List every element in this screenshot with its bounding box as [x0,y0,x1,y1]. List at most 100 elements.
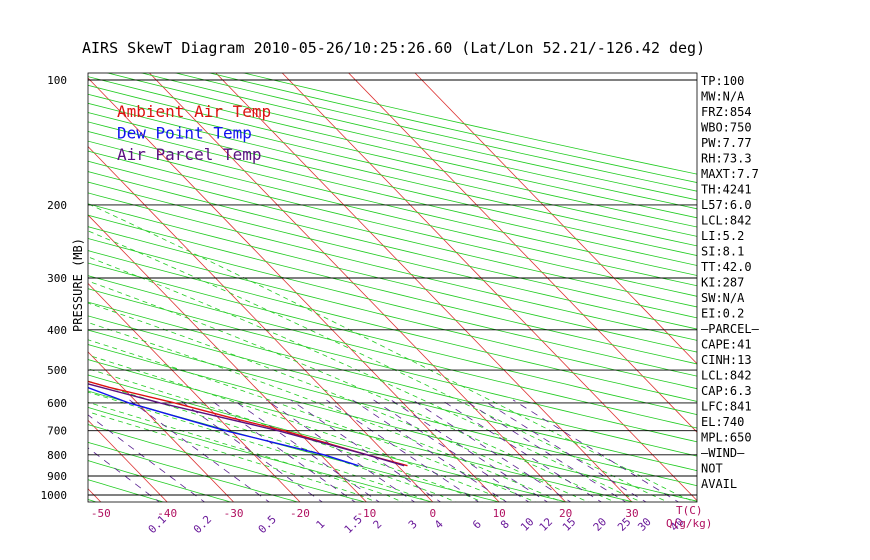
index-label: CAPE:41 [701,338,752,352]
isotherm-line [88,488,102,502]
moist-adiabat [88,302,590,502]
mixing-ratio-tick-label: 2 [371,518,385,532]
index-label: SI:8.1 [701,245,744,259]
isotherm-line [348,73,697,433]
mixing-ratio-tick-label: 1 [314,518,328,532]
pressure-tick-label: 100 [47,74,67,87]
dry-adiabat [88,374,568,502]
index-label: SW:N/A [701,291,745,305]
mixing-ratio-tick-label: 10 [518,515,537,534]
y-axis-label: PRESSURE (MB) [71,238,85,332]
pressure-tick-label: 700 [47,425,67,438]
pressure-tick-label: 800 [47,449,67,462]
index-label: AVAIL [701,477,737,491]
bottom-temperature-axis: -50 -40 -30 -20 -10 0 10 20 30 [91,507,639,520]
index-label: TH:4241 [701,183,752,197]
bottom-temperature-tick-label: -40 [157,507,177,520]
moist-adiabat [88,354,510,502]
mixing-ratio-line [290,399,442,502]
bottom-temperature-tick-label: -50 [91,507,111,520]
dry-adiabat [88,226,697,377]
profile-line [88,383,405,467]
mixing-ratio-line [326,399,480,502]
mixing-ratio-line [463,399,627,502]
mixing-ratio-tick-label: 4 [432,517,446,531]
legend-item: Dew Point Temp [117,124,252,143]
legend-item: Ambient Air Temp [117,102,271,121]
dry-adiabat [88,140,697,287]
index-label: CAP:6.3 [701,384,752,398]
dry-adiabat [88,112,697,256]
mixing-ratio-label: Q(g/kg) [666,517,712,530]
pressure-tick-label: 200 [47,199,67,212]
dry-adiabat [88,288,697,443]
index-label: MAXT:7.7 [701,167,759,181]
index-label: L57:6.0 [701,198,752,212]
dry-adiabat [88,460,232,502]
bottom-temperature-tick-label: 10 [493,507,506,520]
pressure-tick-label: 1000 [41,489,68,502]
index-label: LCL:842 [701,214,752,228]
isotherm-line [0,63,44,512]
pressure-tick-label: 300 [47,272,67,285]
mixing-ratio-line [440,399,603,502]
bottom-temperature-tick-label: -30 [224,507,244,520]
dry-adiabat [88,262,697,416]
index-label: MPL:650 [701,431,752,445]
index-label: EL:740 [701,415,744,429]
dry-adiabat [88,171,697,319]
mixing-ratio-line [88,414,206,502]
pressure-axis: 100 200 300 400 500 600 700 800 900 1000 [41,74,68,502]
profile-line [88,386,359,467]
mixing-ratio-line [266,399,416,502]
index-label: TT:42.0 [701,260,752,274]
bottom-temperature-tick-label: 30 [625,507,638,520]
index-label: FRZ:854 [701,105,752,119]
dry-adiabat [208,73,697,184]
plot-frame [87,72,698,503]
legend: Ambient Air Temp Dew Point Temp Air Parcel… [117,102,271,164]
index-label: LFC:841 [701,400,752,414]
mixing-ratio-line [390,399,549,502]
mixing-ratio-line [352,399,508,502]
isotherm-line [88,419,168,502]
dry-adiabat [88,160,697,308]
index-label: PW:7.77 [701,136,752,150]
index-label: LCL:842 [701,369,752,383]
dry-adiabat [88,181,697,330]
profiles [88,380,408,467]
bottom-temperature-tick-label: -10 [356,507,376,520]
dry-adiabat [88,275,697,429]
bottom-temperature-tick-label: 20 [559,507,572,520]
moist-adiabat [88,203,696,502]
pressure-tick-label: 900 [47,470,67,483]
mixing-ratio-tick-label: 12 [537,515,556,534]
index-label: —PARCEL— [701,322,760,336]
moist-adiabat [88,322,563,502]
dry-adiabat [0,61,35,504]
index-label: MW:N/A [701,90,745,104]
chart-title: AIRS SkewT Diagram 2010-05-26/10:25:26.6… [82,39,705,57]
dry-adiabat [88,301,697,457]
moist-adiabat [88,256,643,502]
index-label: NOT [701,462,723,476]
pressure-tick-label: 400 [47,324,67,337]
index-label: EI:0.2 [701,307,744,321]
index-label: CINH:13 [701,353,752,367]
isotherm-line [281,73,697,502]
dry-adiabat [88,250,697,402]
index-label: LI:5.2 [701,229,744,243]
dry-adiabat [88,441,299,502]
dry-adiabat [88,329,697,487]
isotherm-line [414,73,697,365]
legend-item: Air Parcel Temp [117,145,262,164]
index-label: TP:100 [701,74,744,88]
profile-line [88,380,408,467]
dry-adiabat [88,344,697,502]
bottom-temperature-tick-label: 0 [429,507,436,520]
mixing-ratio-line [232,399,380,502]
mixing-ratio-tick-label: 3 [406,518,420,532]
index-label: WBO:750 [701,121,752,135]
isotherm-line [88,282,301,502]
